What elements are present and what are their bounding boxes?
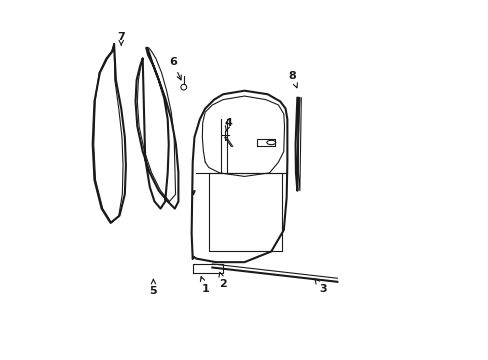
Text: 7: 7: [117, 32, 125, 45]
Text: 5: 5: [149, 279, 157, 296]
Text: 4: 4: [224, 118, 232, 131]
Text: 3: 3: [314, 279, 326, 294]
Text: 2: 2: [219, 272, 226, 289]
Text: 6: 6: [169, 57, 181, 80]
Text: 8: 8: [288, 71, 297, 88]
Text: 1: 1: [200, 277, 209, 294]
